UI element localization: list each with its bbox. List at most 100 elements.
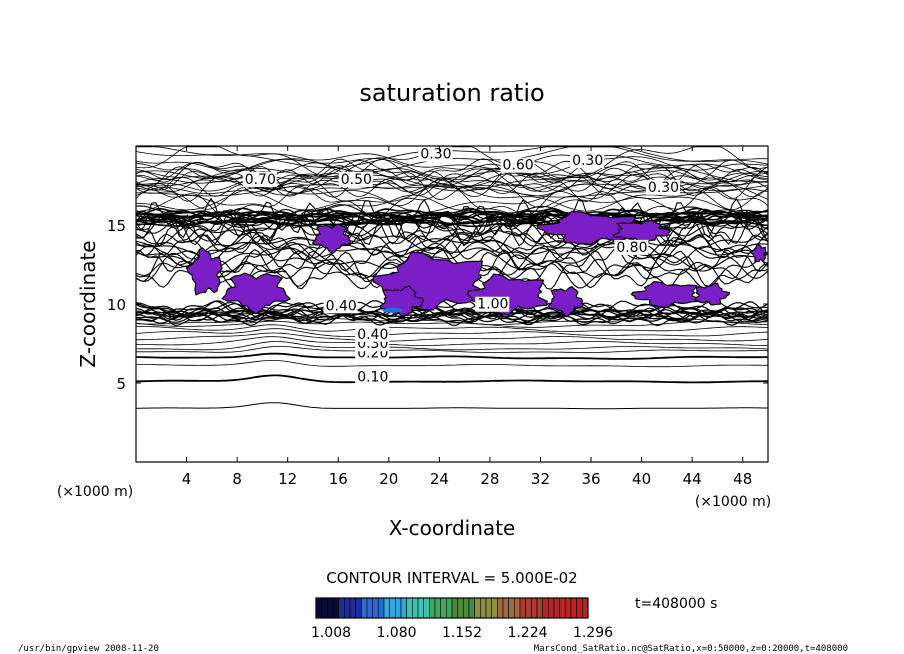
x-axis-ticks: 4 8 12 16 20 24 28 32 36 40 44 48 (182, 146, 752, 488)
contour-line (135, 222, 769, 251)
colorbar-segment (474, 597, 481, 619)
colorbar-segment (315, 597, 322, 619)
contour-label: 1.00 (477, 297, 508, 313)
x-tick-label: 24 (430, 470, 449, 488)
contour-label-bg (614, 239, 649, 255)
supersaturation-region (630, 280, 701, 309)
x-tick-label: 48 (733, 470, 752, 488)
contour-line (135, 186, 769, 219)
colorbar-segment (468, 597, 475, 619)
contour-line (135, 313, 769, 323)
contour-label-bg (475, 296, 510, 312)
contour-line (135, 352, 768, 360)
supersaturation-region (694, 282, 730, 306)
colorbar-segment (525, 597, 532, 619)
colorbar-segment (446, 597, 453, 619)
supersaturation-region (750, 243, 767, 263)
supersaturation-region (547, 285, 584, 318)
contour-line (135, 164, 769, 203)
y-tick-label: 15 (107, 217, 126, 235)
time-label: t=408000 s (635, 596, 717, 612)
contour-line (135, 176, 769, 197)
colorbar-segment (485, 597, 492, 619)
contour-line (135, 231, 769, 260)
colorbar-segment (480, 597, 487, 619)
colorbar-tick-label: 1.224 (507, 625, 547, 641)
colorbar-segment (412, 597, 419, 619)
contour-line (135, 153, 769, 172)
contour-line (135, 299, 769, 316)
contour-interval-text: CONTOUR INTERVAL = 5.000E-02 (326, 569, 577, 587)
colorbar-segment (548, 597, 555, 619)
colorbar-segment (349, 597, 356, 619)
x-tick-label: 16 (329, 470, 348, 488)
colorbar-segment (508, 597, 515, 619)
contour-line (136, 313, 769, 325)
contour-label: 0.80 (616, 240, 647, 256)
contour-line (135, 183, 769, 215)
contour-label-bg (355, 326, 390, 342)
supersaturation-region (466, 273, 548, 316)
colorbar-segment (519, 597, 526, 619)
y-tick-label: 5 (116, 375, 126, 393)
supersaturation-region (221, 272, 291, 315)
contour-label-bg (570, 152, 605, 168)
colorbar-tick-label: 1.296 (573, 625, 613, 641)
colorbar-segment (338, 597, 345, 619)
colorbar-tick-label: 1.080 (376, 625, 416, 641)
colorbar-segment (366, 597, 373, 619)
colorbar-segment (463, 597, 470, 619)
y-axis-label: Z-coordinate (76, 240, 100, 367)
contour-label: 0.30 (648, 180, 679, 196)
contour-label: 0.40 (326, 298, 357, 314)
colorbar-segment (378, 597, 385, 619)
colorbar-segment (514, 597, 521, 619)
supersaturation-region (311, 223, 352, 255)
y-axis-ticks: 5 10 15 (107, 217, 768, 393)
x-tick-label: 4 (182, 470, 192, 488)
colorbar-segment (400, 597, 407, 619)
contour-label-bg (418, 146, 453, 162)
footer-right: MarsCond_SatRatio.nc@SatRatio,x=0:50000,… (534, 644, 848, 654)
colorbar-segment (355, 597, 362, 619)
contour-label-bg (645, 179, 680, 195)
chart-title: saturation ratio (359, 79, 544, 107)
colorbar-frame (315, 597, 589, 619)
contour-labels: 0.100.200.300.400.400.300.70 0.500.60 0.30… (242, 146, 680, 385)
supersaturation-regions (185, 210, 767, 318)
colorbar-segment (559, 597, 566, 619)
colorbar-segment (383, 597, 390, 619)
contour-line (136, 162, 769, 181)
colorbar-segment (361, 597, 368, 619)
x-tick-label: 28 (480, 470, 499, 488)
colorbar-segment (440, 597, 447, 619)
colorbar-segment (389, 597, 396, 619)
contour-label-bg (500, 157, 535, 173)
contour-line (136, 194, 769, 219)
contour-line (136, 346, 769, 353)
colorbar-segment (502, 597, 509, 619)
x-tick-label: 12 (278, 470, 297, 488)
colorbar-tick-labels: 1.008 1.080 1.152 1.224 1.296 (311, 625, 613, 641)
y-tick-label: 10 (107, 296, 126, 314)
contour-line (135, 341, 769, 351)
contour-line (135, 302, 769, 318)
colorbar-segment (372, 597, 379, 619)
contour-label: 0.70 (245, 172, 276, 188)
colorbar-segment (344, 597, 351, 619)
contour-label-bg (355, 369, 390, 385)
colorbar-tick-label: 1.152 (442, 625, 482, 641)
x-tick-label: 44 (683, 470, 702, 488)
contour-line (135, 324, 769, 332)
contour-line (135, 336, 768, 346)
colorbar-segment (570, 597, 577, 619)
contour-line (135, 332, 769, 342)
x-axis-label: X-coordinate (389, 516, 516, 540)
contour-line (135, 308, 769, 318)
contour-line (135, 402, 768, 410)
contour-line (136, 360, 768, 368)
x-tick-label: 32 (531, 470, 550, 488)
colorbar-segment (491, 597, 498, 619)
contour-line (135, 211, 769, 246)
